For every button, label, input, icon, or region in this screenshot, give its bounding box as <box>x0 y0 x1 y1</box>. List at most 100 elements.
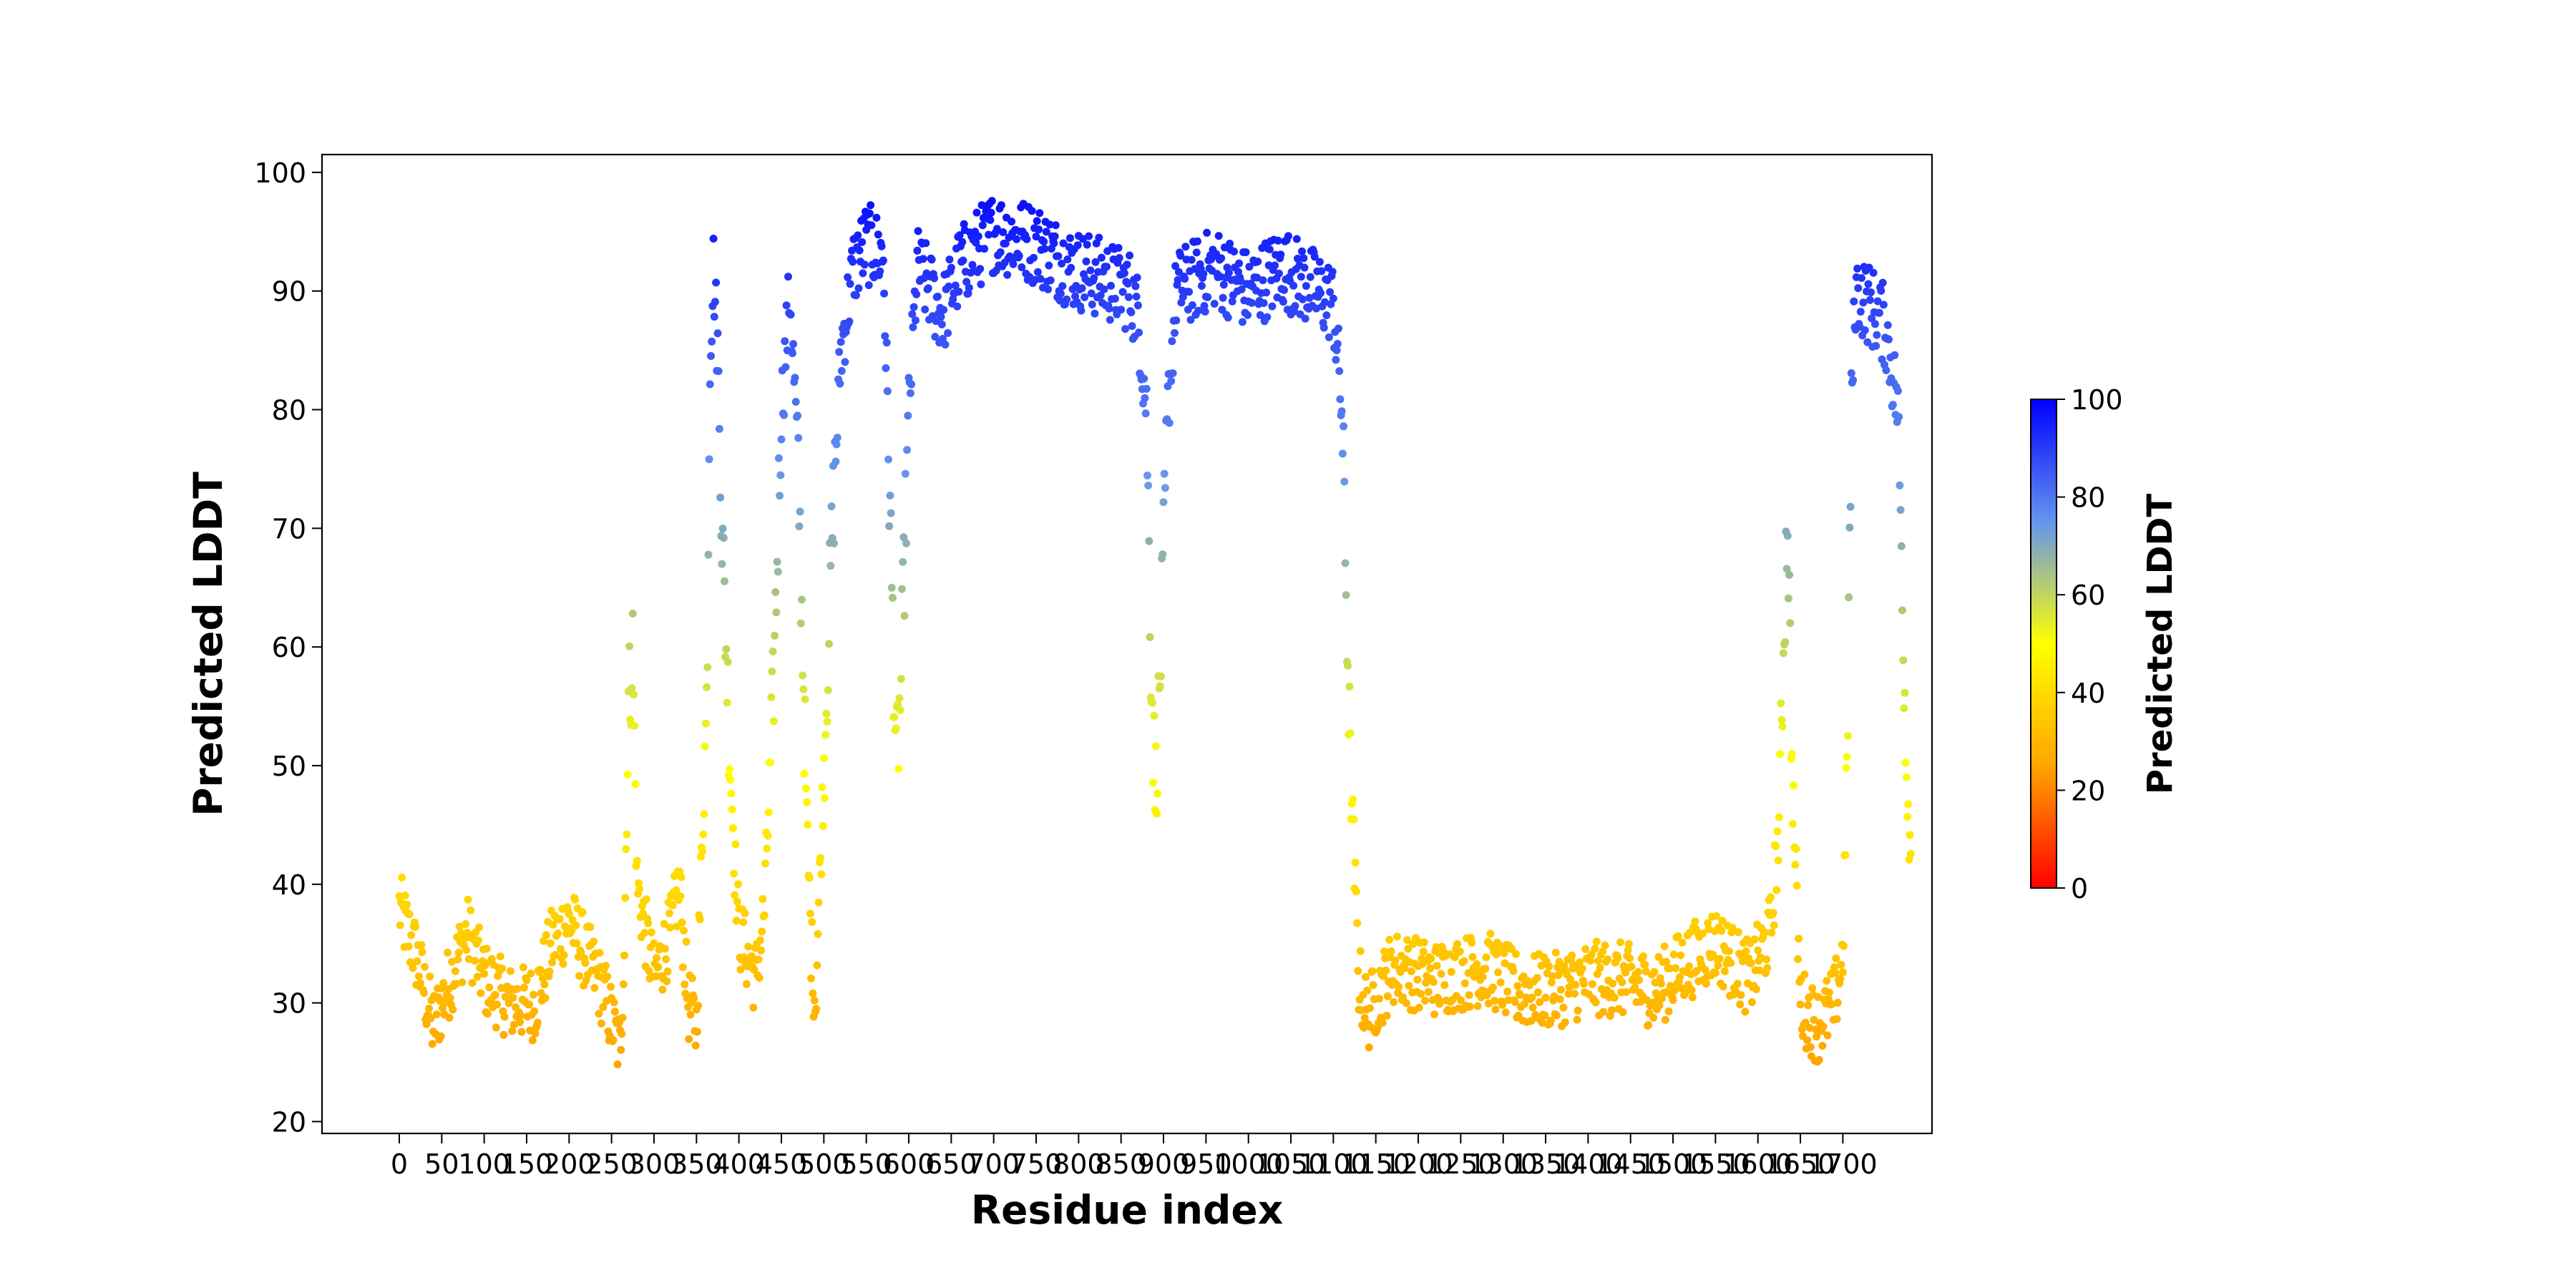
data-point <box>1453 940 1462 948</box>
data-point <box>680 980 689 989</box>
data-point <box>630 721 639 730</box>
data-point <box>455 922 464 931</box>
data-point <box>499 1030 508 1039</box>
colorbar-tick-label: 0 <box>2071 873 2088 904</box>
data-point <box>1899 656 1908 665</box>
data-point <box>1823 1031 1832 1040</box>
data-point <box>1844 732 1852 740</box>
data-point <box>1217 254 1226 263</box>
data-point <box>701 742 709 751</box>
data-point <box>1032 233 1040 241</box>
data-point <box>1533 974 1541 982</box>
data-point <box>1096 291 1105 300</box>
data-point <box>1715 955 1724 963</box>
data-point <box>1219 293 1227 302</box>
data-point <box>1548 972 1556 980</box>
data-point <box>1238 318 1246 326</box>
data-point <box>1601 941 1609 950</box>
data-point <box>767 693 776 701</box>
data-point <box>941 341 950 349</box>
data-point <box>1009 260 1018 268</box>
data-point <box>754 955 763 964</box>
data-point <box>1245 263 1254 271</box>
data-point <box>1095 233 1103 242</box>
data-point <box>1306 273 1314 281</box>
data-point <box>1107 281 1115 290</box>
data-point <box>855 246 864 255</box>
data-point <box>1890 351 1899 359</box>
data-point <box>1392 932 1401 941</box>
data-point <box>1299 295 1307 303</box>
data-point <box>1097 253 1106 262</box>
data-point <box>676 892 685 901</box>
data-point <box>1106 316 1114 324</box>
data-point <box>1194 237 1201 245</box>
data-point <box>666 923 675 932</box>
data-point <box>1491 997 1499 1005</box>
data-point <box>817 870 826 879</box>
data-point <box>1778 722 1787 731</box>
data-point <box>1390 997 1398 1006</box>
data-point <box>1151 742 1160 751</box>
data-point <box>816 854 825 862</box>
data-point <box>1115 254 1123 262</box>
data-point <box>907 380 916 389</box>
data-point <box>1904 800 1913 809</box>
data-point <box>771 588 780 596</box>
data-point <box>660 945 669 953</box>
data-point <box>1641 967 1650 975</box>
data-point <box>1201 308 1209 316</box>
data-point <box>1291 302 1299 311</box>
data-point <box>996 248 1005 256</box>
data-point <box>483 1010 492 1018</box>
x-tick-label: 1450 <box>1596 1148 1665 1180</box>
data-point <box>1051 221 1060 230</box>
data-point <box>1501 959 1509 967</box>
data-point <box>1226 240 1234 248</box>
data-point <box>883 387 892 396</box>
data-point <box>1120 269 1128 278</box>
data-point <box>1650 967 1659 976</box>
data-point <box>1161 484 1169 492</box>
data-point <box>1421 996 1429 1005</box>
data-point <box>462 946 471 954</box>
data-point <box>1235 259 1244 268</box>
data-point <box>699 830 708 839</box>
data-point <box>597 1019 605 1028</box>
data-point <box>881 332 889 341</box>
x-tick-label: 1700 <box>1808 1148 1878 1180</box>
data-point <box>522 976 531 985</box>
data-point <box>452 980 460 988</box>
x-tick-label: 650 <box>925 1148 977 1180</box>
data-point <box>640 929 649 937</box>
plot-frame <box>321 153 1933 1135</box>
data-point <box>809 989 817 997</box>
data-point <box>617 1045 625 1054</box>
data-point <box>1831 969 1840 977</box>
data-point <box>1877 286 1885 295</box>
data-point <box>906 389 914 397</box>
data-point <box>1174 268 1183 276</box>
y-axis-ticks: 20 30 40 50 60 70 80 90 100 <box>254 157 322 1138</box>
data-point <box>965 283 973 292</box>
data-point <box>519 983 528 992</box>
data-point <box>509 993 517 1002</box>
data-point <box>1265 245 1274 253</box>
data-point <box>1674 932 1682 940</box>
data-point <box>517 1028 526 1036</box>
data-point <box>1033 268 1042 276</box>
data-point <box>1254 258 1262 265</box>
data-point <box>1641 960 1649 969</box>
data-point <box>899 533 908 542</box>
data-point <box>1224 268 1233 277</box>
data-point <box>635 885 644 894</box>
data-point <box>1436 997 1445 1006</box>
data-point <box>794 411 802 420</box>
data-point <box>678 963 687 972</box>
data-point <box>1665 964 1674 972</box>
data-point <box>691 1041 700 1050</box>
data-point <box>1329 294 1337 303</box>
data-point <box>1794 955 1802 963</box>
data-point <box>677 873 686 882</box>
data-point <box>1133 273 1141 282</box>
